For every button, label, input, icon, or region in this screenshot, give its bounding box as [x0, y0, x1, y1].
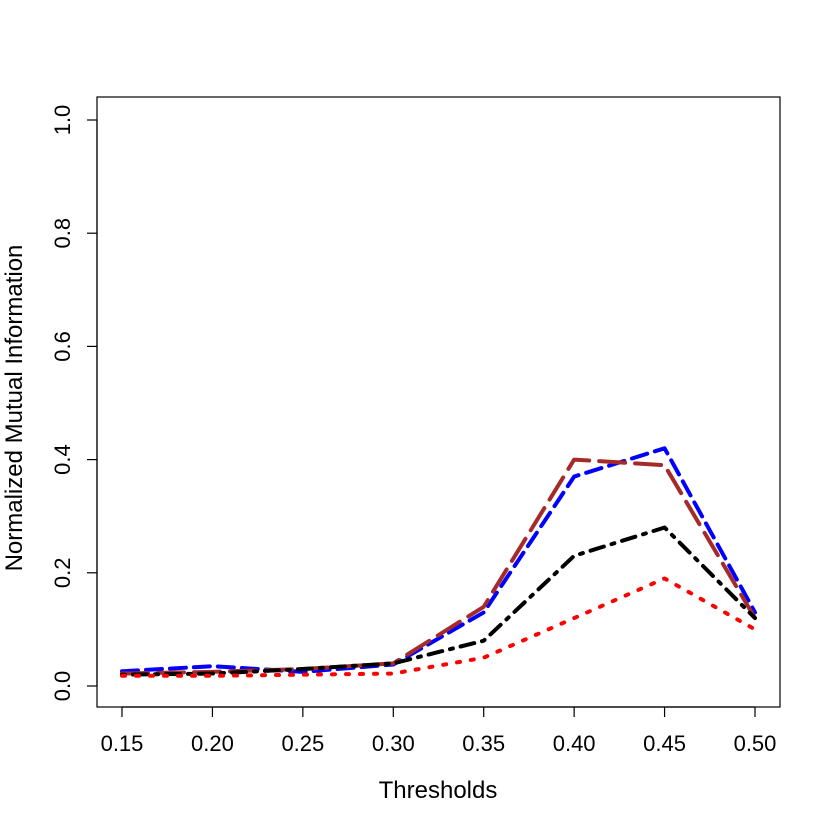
y-tick-label: 0.6: [50, 331, 75, 362]
series-line-3: [120, 525, 757, 677]
x-tick-label: 0.50: [734, 731, 777, 756]
y-tick-label: 0.2: [50, 558, 75, 589]
y-tick-label: 0.8: [50, 218, 75, 249]
y-axis-title: Normalized Mutual Information: [1, 245, 28, 572]
x-tick-label: 0.40: [553, 731, 596, 756]
x-tick-label: 0.15: [101, 731, 144, 756]
series-line-2: [120, 457, 757, 676]
x-tick-label: 0.20: [191, 731, 234, 756]
x-tick-label: 0.30: [372, 731, 415, 756]
x-axis: 0.15 0.20 0.25 0.30 0.35 0.40 0.45 0.50: [101, 706, 777, 756]
y-axis: 0.0 0.2 0.4 0.6 0.8 1.0: [50, 105, 98, 702]
x-tick-label: 0.45: [643, 731, 686, 756]
series-layer: [120, 446, 757, 678]
y-tick-label: 0.0: [50, 671, 75, 702]
y-tick-label: 1.0: [50, 105, 75, 136]
x-tick-label: 0.35: [462, 731, 505, 756]
y-tick-label: 0.4: [50, 444, 75, 475]
series-line-4: [120, 576, 757, 678]
x-tick-label: 0.25: [281, 731, 324, 756]
x-axis-title: Thresholds: [379, 777, 498, 804]
series-line-1: [120, 446, 757, 674]
